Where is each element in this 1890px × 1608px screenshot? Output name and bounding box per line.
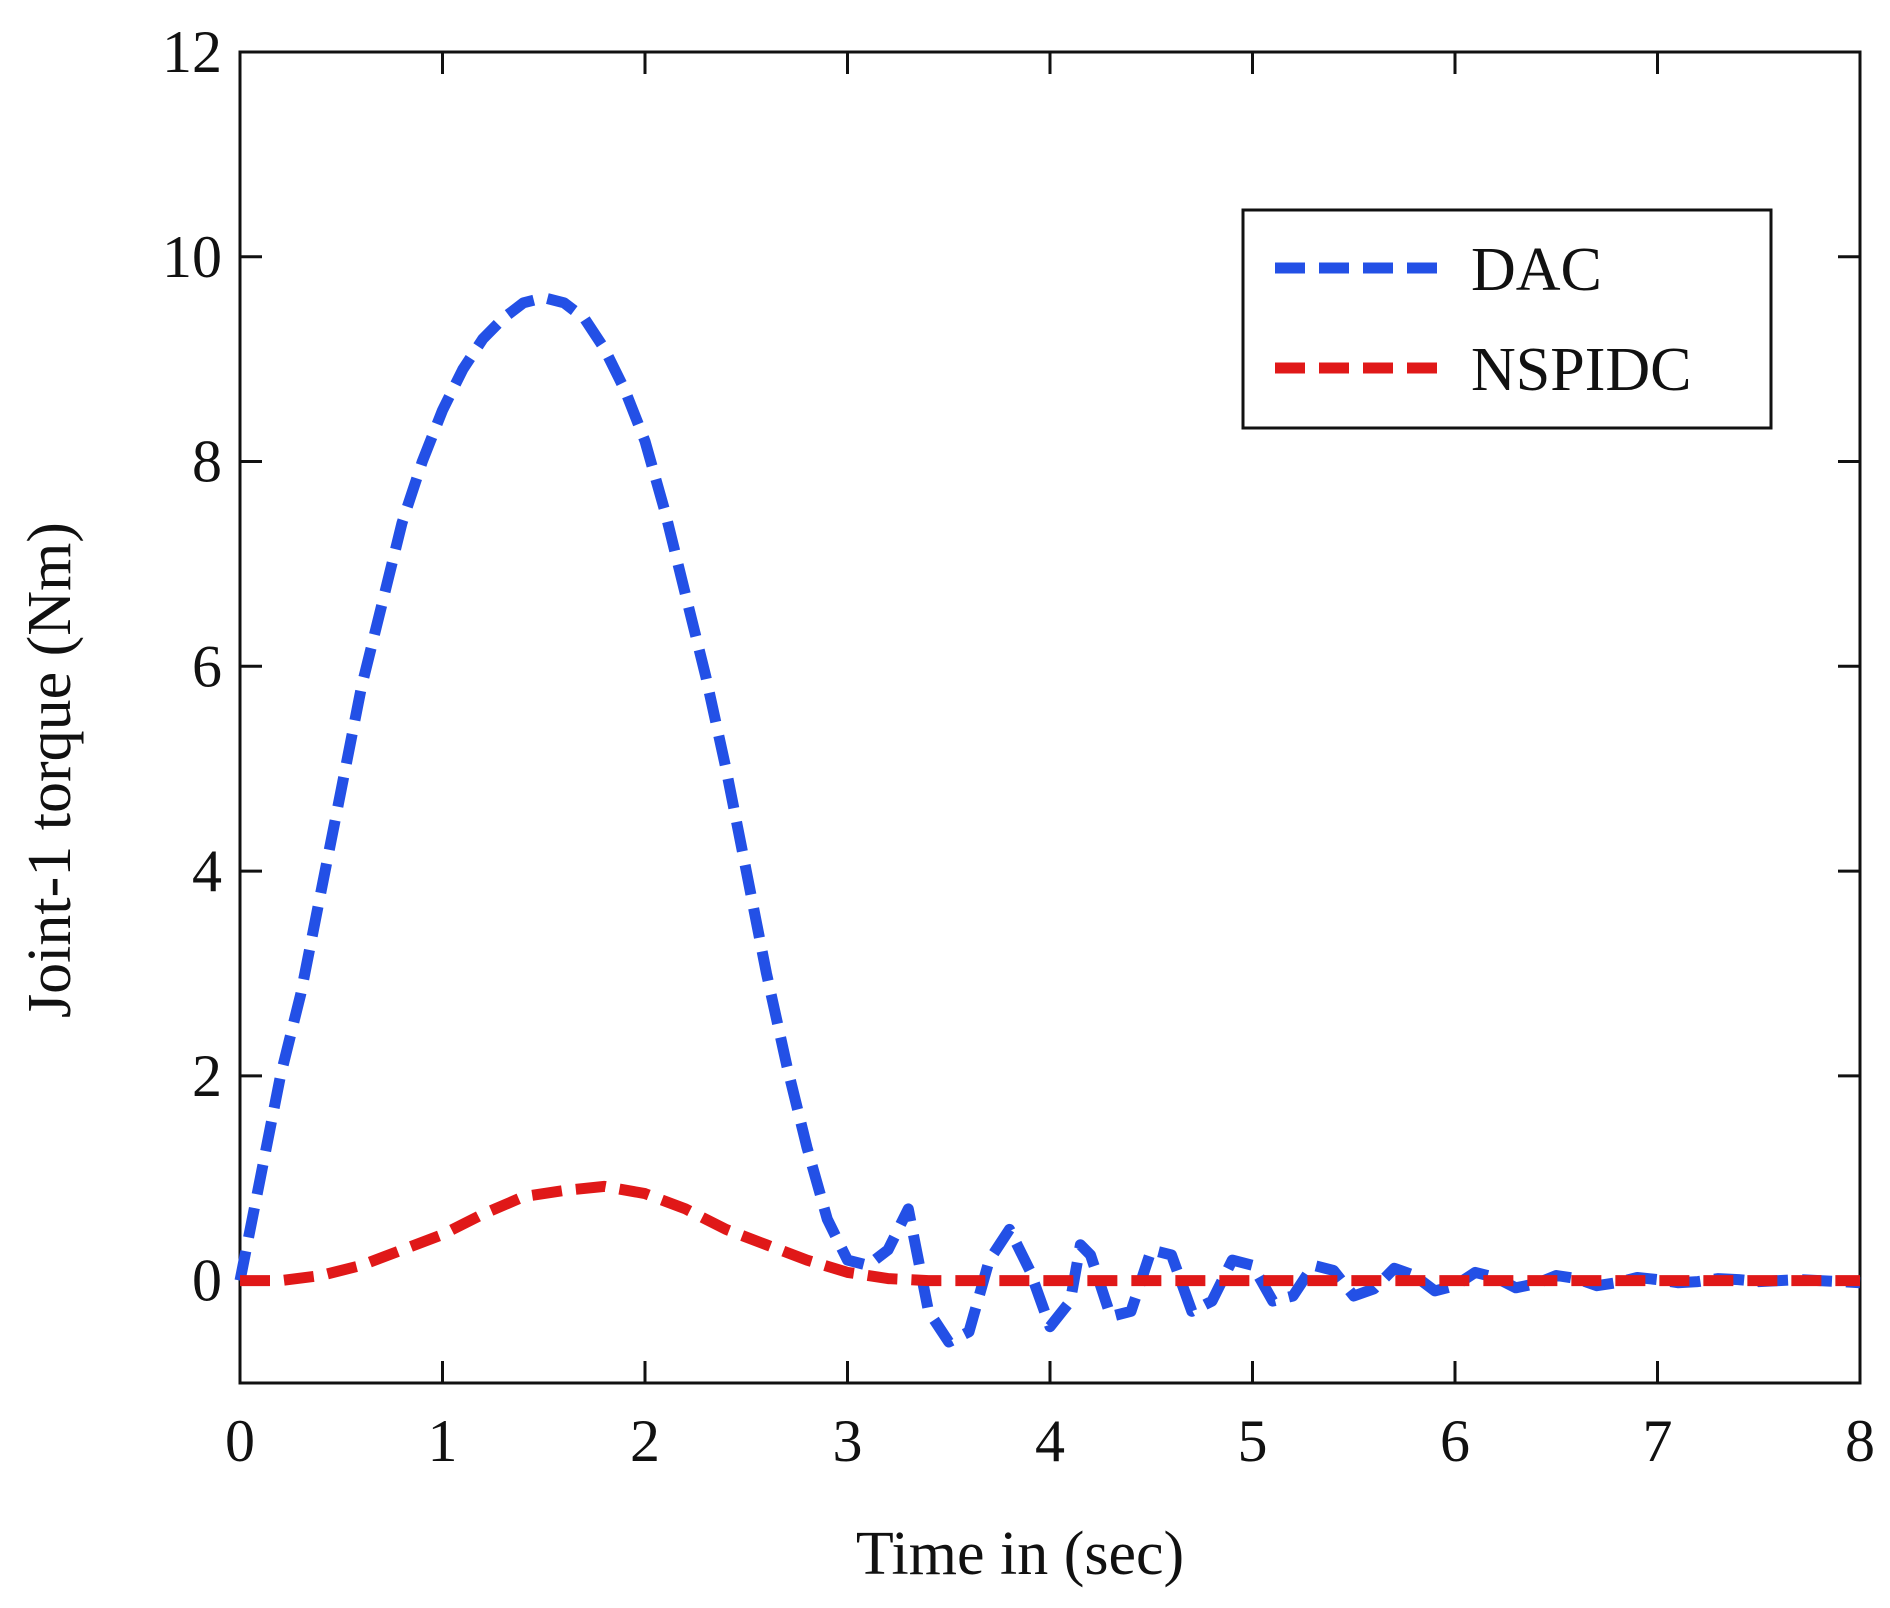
ticks xyxy=(238,50,1862,1383)
x-tick-label: 8 xyxy=(1845,1408,1875,1474)
x-axis-label: Time in (sec) xyxy=(856,1520,1184,1588)
series-line-dac xyxy=(234,292,1861,1348)
x-tick-label: 2 xyxy=(630,1408,660,1474)
legend-label-nspidc: NSPIDC xyxy=(1471,336,1692,404)
series-line-nspidc xyxy=(240,1180,1860,1287)
legend: DAC NSPIDC xyxy=(1241,208,1773,430)
y-tick-label: 0 xyxy=(192,1248,222,1314)
x-tick-label: 6 xyxy=(1440,1408,1470,1474)
x-tick-label: 3 xyxy=(833,1408,863,1474)
legend-label-dac: DAC xyxy=(1471,236,1602,304)
y-tick-label: 8 xyxy=(192,429,222,495)
y-tick-label: 6 xyxy=(192,633,222,699)
x-tick-label: 1 xyxy=(428,1408,458,1474)
series-layer xyxy=(234,292,1861,1348)
x-tick-label: 0 xyxy=(225,1408,255,1474)
y-tick-label: 12 xyxy=(162,19,222,85)
y-tick-label: 4 xyxy=(192,838,222,904)
legend-box xyxy=(1241,208,1773,430)
x-tick-label: 7 xyxy=(1643,1408,1673,1474)
x-tick-label: 4 xyxy=(1035,1408,1065,1474)
y-tick-label: 10 xyxy=(162,224,222,290)
x-tick-label: 5 xyxy=(1238,1408,1268,1474)
y-tick-label: 2 xyxy=(192,1043,222,1109)
y-axis-label: Joint-1 torque (Nm) xyxy=(16,522,84,1018)
